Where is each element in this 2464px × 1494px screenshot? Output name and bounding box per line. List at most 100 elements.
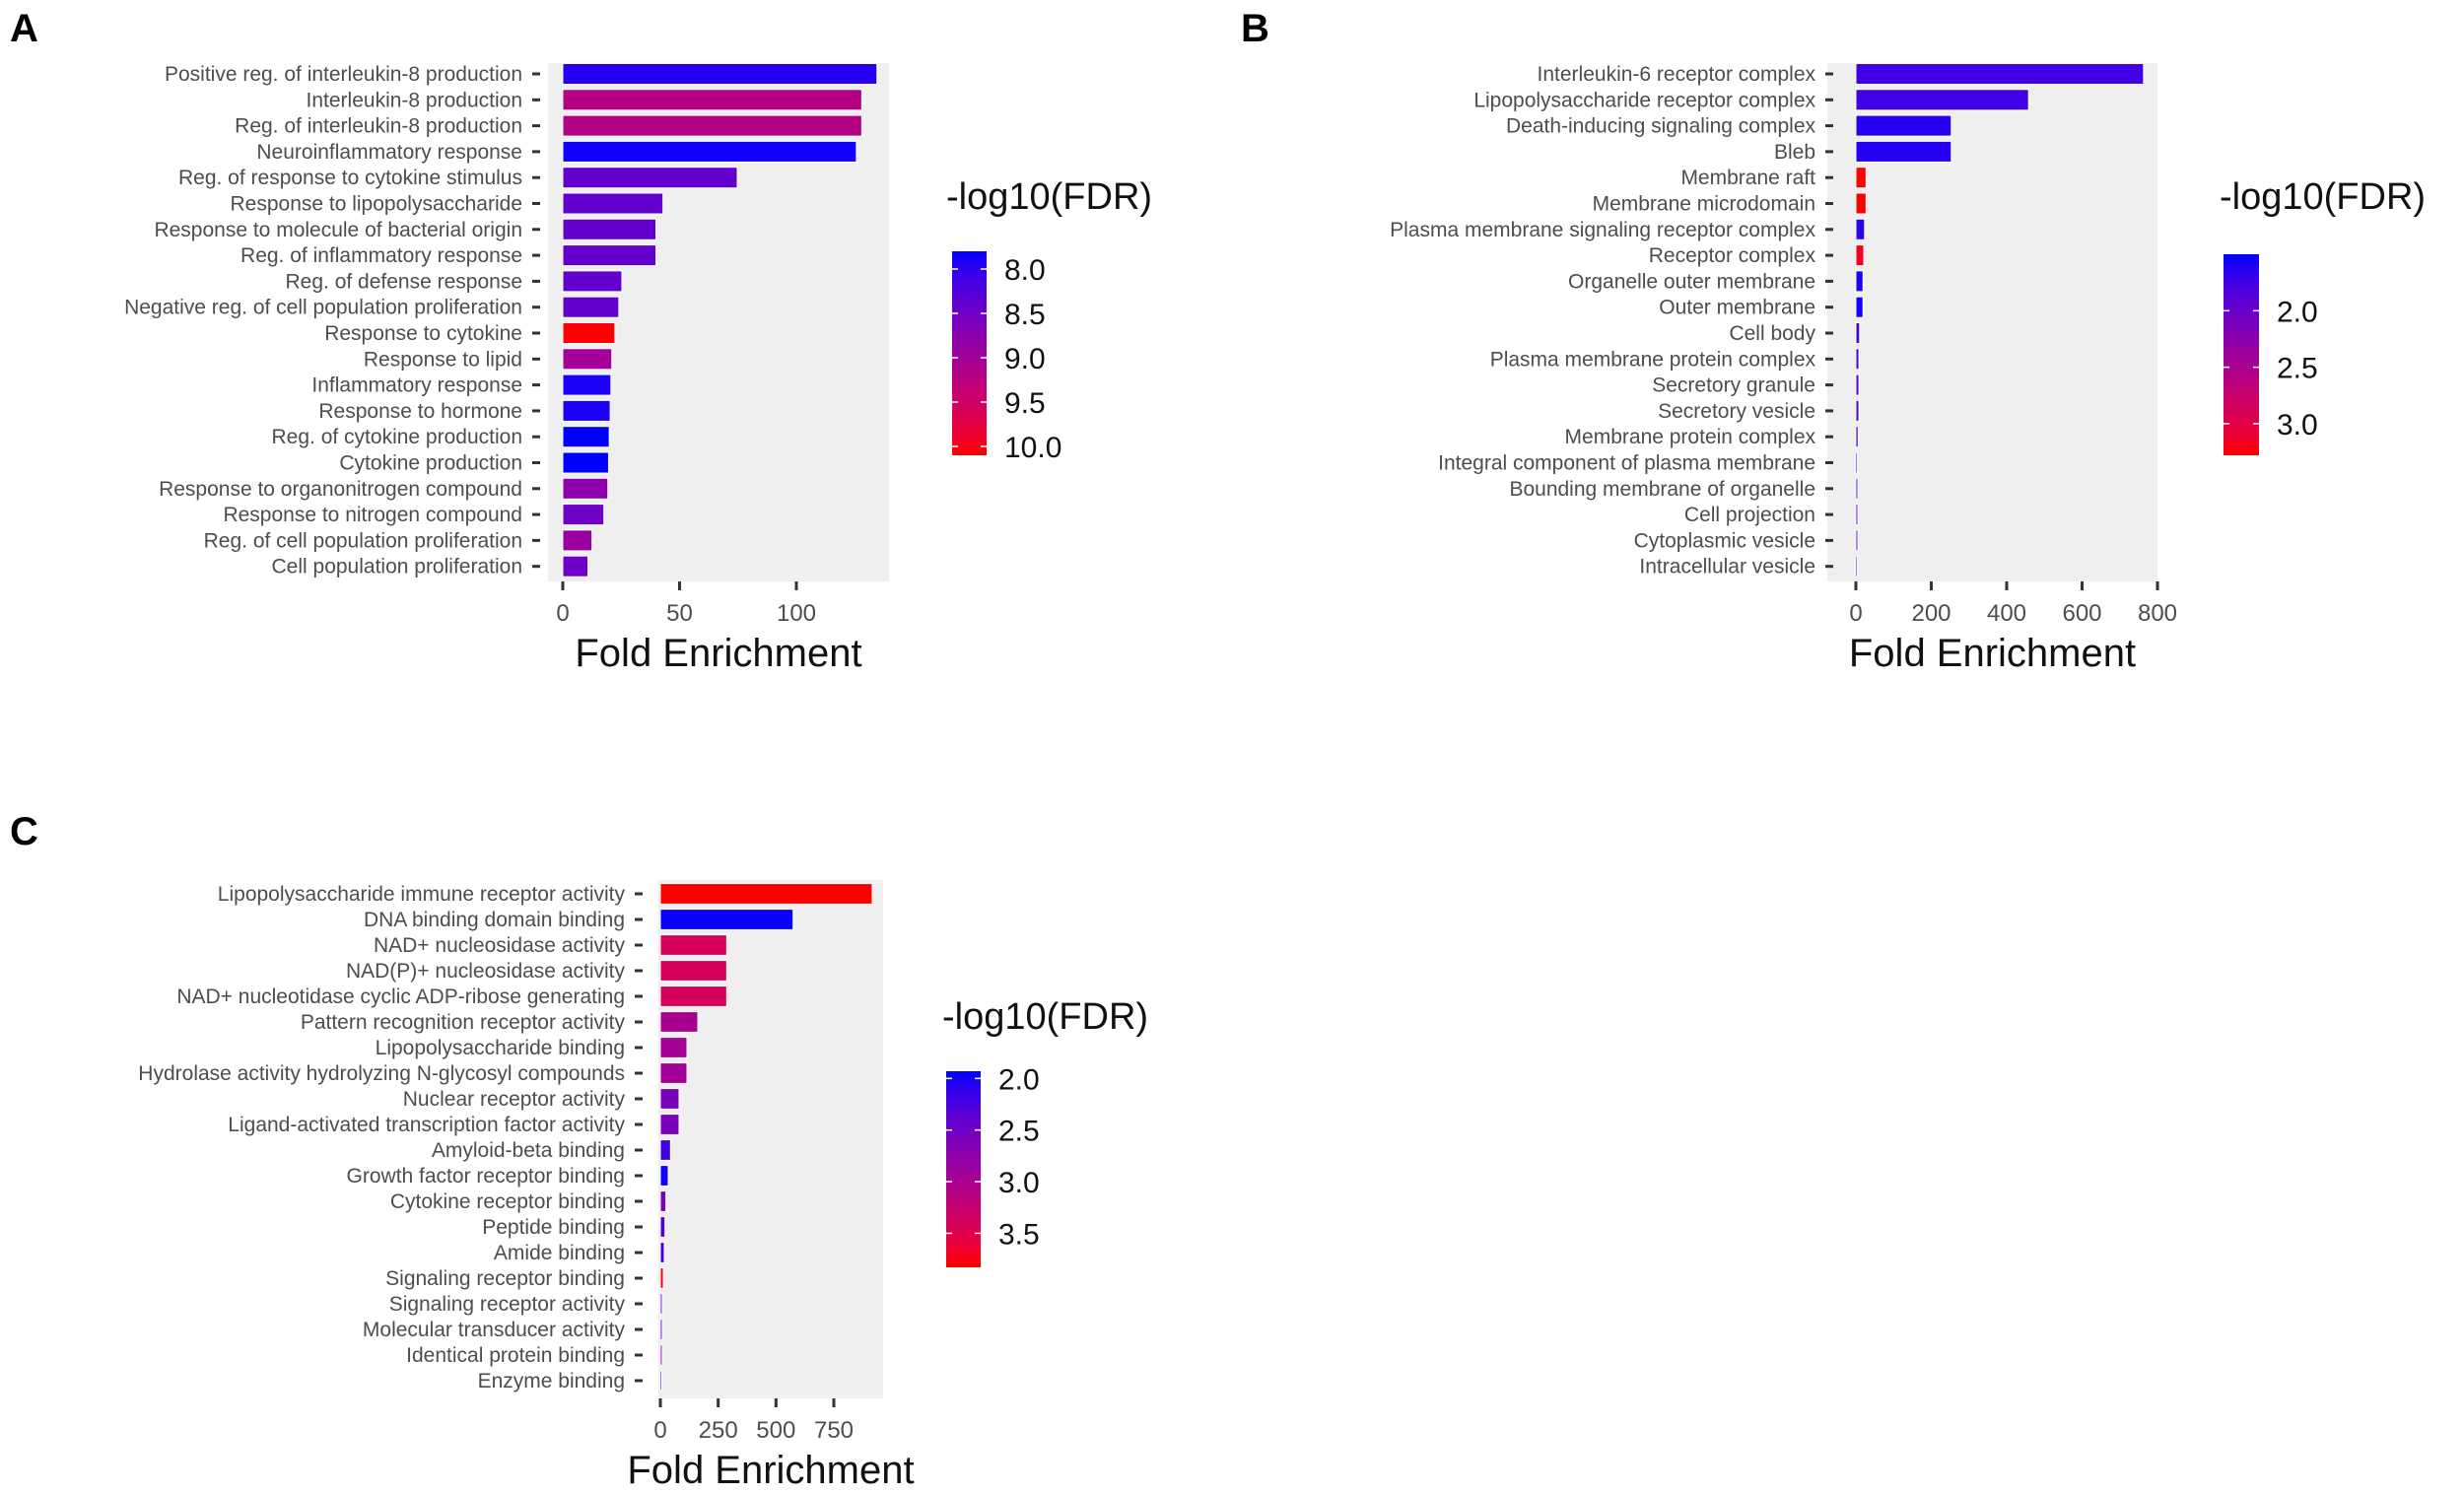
x-tick: [2156, 581, 2159, 590]
x-tick: [794, 581, 798, 590]
category-label: Cytokine receptor binding: [390, 1190, 625, 1213]
y-tick: [532, 331, 540, 335]
bar: [659, 1139, 671, 1161]
category-label: Amide binding: [494, 1242, 625, 1264]
bar: [1855, 555, 1859, 577]
y-tick: [1825, 383, 1833, 387]
x-tick: [1930, 581, 1933, 590]
y-tick: [532, 175, 540, 179]
y-tick: [635, 1122, 643, 1126]
bar: [659, 1319, 663, 1340]
panel-b: B Interleukin-6 receptor complex Lipopolys…: [1241, 7, 2426, 675]
panel-a: A Positive reg. of interleukin-8 producti…: [10, 7, 1152, 675]
category-label: Response to lipopolysaccharide: [230, 193, 522, 216]
bar: [1855, 504, 1859, 526]
y-tick: [635, 1148, 643, 1152]
legend-title: -log10(FDR): [946, 176, 1152, 218]
category-label: Interleukin-8 production: [307, 89, 522, 111]
y-tick: [635, 994, 643, 998]
bar: [659, 1062, 688, 1084]
y-tick: [532, 409, 540, 413]
bar: [1855, 321, 1861, 345]
bar: [659, 1114, 680, 1135]
bar: [1855, 348, 1860, 371]
y-tick: [532, 487, 540, 491]
y-tick: [635, 1276, 643, 1280]
bar: [659, 1267, 664, 1289]
bar: [562, 167, 738, 189]
x-tick-label: 500: [756, 1417, 795, 1444]
category-label: Membrane protein complex: [1565, 426, 1816, 448]
y-tick: [635, 1020, 643, 1024]
y-tick: [532, 72, 540, 76]
bar: [562, 244, 657, 267]
bar: [562, 348, 613, 371]
bar: [1855, 399, 1860, 422]
legend-tick-label: 2.0: [2277, 296, 2318, 328]
category-label: Hydrolase activity hydrolyzing N-glycosy…: [138, 1062, 625, 1085]
x-axis-title: Fold Enrichment: [575, 632, 861, 675]
x-tick-label: 100: [777, 600, 816, 627]
y-tick: [532, 565, 540, 569]
category-label: Receptor complex: [1649, 244, 1816, 267]
category-label: Integral component of plasma membrane: [1438, 452, 1815, 475]
y-tick: [1825, 228, 1833, 232]
category-label: Lipopolysaccharide binding: [376, 1037, 625, 1059]
y-tick: [1825, 124, 1833, 128]
category-label: Intracellular vesicle: [1639, 556, 1815, 578]
category-label: Organelle outer membrane: [1568, 270, 1815, 293]
y-tick: [532, 306, 540, 309]
legend-tick-label: 8.0: [1004, 254, 1046, 287]
bar: [659, 934, 727, 956]
bar: [562, 89, 862, 111]
legend-tick-label: 8.5: [1004, 299, 1046, 331]
y-tick: [1825, 253, 1833, 257]
y-tick: [635, 1097, 643, 1101]
y-tick: [532, 202, 540, 205]
colorbar: [946, 1071, 981, 1267]
bar: [659, 1011, 699, 1033]
y-tick: [1825, 72, 1833, 76]
y-tick: [635, 1199, 643, 1203]
y-tick: [1825, 306, 1833, 309]
category-label: Reg. of cytokine production: [272, 426, 522, 448]
y-tick: [532, 98, 540, 102]
panel-label: B: [1241, 7, 1269, 50]
y-tick: [635, 917, 643, 921]
x-tick-label: 400: [1987, 600, 2026, 627]
bar: [659, 960, 727, 982]
legend-tick-label: 2.0: [998, 1063, 1040, 1096]
category-label: Plasma membrane signaling receptor compl…: [1390, 219, 1815, 241]
x-tick: [2081, 581, 2084, 590]
bar: [659, 1344, 663, 1366]
bar: [1855, 244, 1865, 267]
category-label: NAD+ nucleosidase activity: [374, 934, 626, 957]
category-label: Lipopolysaccharide immune receptor activ…: [218, 883, 626, 906]
bar: [1855, 477, 1859, 500]
bar: [659, 1037, 688, 1058]
legend-tick-label: 9.0: [1004, 343, 1046, 375]
x-tick-label: 0: [1849, 600, 1862, 627]
x-tick-label: 0: [653, 1417, 666, 1444]
category-label: Outer membrane: [1659, 297, 1815, 319]
bar: [659, 1190, 667, 1212]
category-label: Bleb: [1774, 141, 1815, 164]
bar: [1855, 167, 1867, 189]
bar: [1855, 89, 2029, 111]
category-label: Pattern recognition receptor activity: [301, 1011, 626, 1034]
bar: [1855, 529, 1859, 552]
y-tick: [635, 1353, 643, 1357]
category-label: Growth factor receptor binding: [347, 1165, 625, 1188]
category-label: Response to nitrogen compound: [223, 504, 522, 526]
x-tick-label: 200: [1911, 600, 1951, 627]
y-tick: [1825, 512, 1833, 516]
y-tick: [635, 892, 643, 896]
y-tick: [1825, 435, 1833, 439]
y-tick: [1825, 409, 1833, 413]
bar: [562, 296, 620, 318]
y-tick: [635, 1327, 643, 1331]
category-label: Membrane raft: [1680, 167, 1815, 189]
category-label: Positive reg. of interleukin-8 productio…: [165, 63, 522, 86]
category-label: NAD(P)+ nucleosidase activity: [346, 960, 626, 983]
